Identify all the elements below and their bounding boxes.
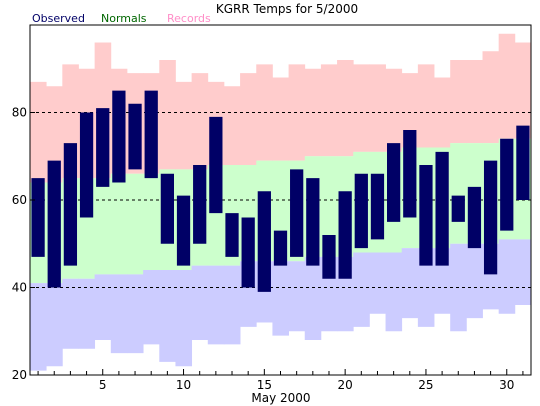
record-high-band	[466, 60, 483, 144]
x-tick-label-5: 5	[99, 378, 107, 392]
normals-band	[143, 173, 160, 270]
chart-title: KGRR Temps for 5/2000	[216, 2, 358, 16]
legend-records: Records	[167, 12, 211, 25]
observed-bar-day-7	[128, 103, 142, 170]
record-low-band	[126, 274, 144, 354]
observed-bar-day-6	[112, 90, 126, 183]
record-high-band	[320, 64, 338, 157]
record-high-band	[223, 86, 241, 165]
x-axis-label: May 2000	[251, 391, 310, 405]
record-low-band	[46, 283, 63, 367]
record-low-band	[223, 265, 241, 345]
record-low-band	[514, 239, 532, 305]
record-high-band	[385, 68, 403, 152]
observed-bar-day-29	[483, 160, 498, 275]
observed-bar-day-18	[306, 178, 320, 266]
record-high-band	[434, 77, 451, 148]
x-tick-label-20: 20	[338, 378, 353, 392]
observed-bar-day-1	[31, 178, 45, 257]
record-high-band	[337, 60, 354, 157]
record-high-band	[369, 64, 386, 152]
y-tick-label-60: 60	[12, 193, 27, 207]
record-high-band	[401, 73, 419, 148]
observed-bar-day-25	[419, 165, 433, 266]
record-low-band	[143, 270, 160, 345]
observed-bar-day-26	[435, 151, 449, 266]
observed-bar-day-14	[241, 217, 255, 288]
record-low-band	[272, 261, 289, 336]
observed-bar-day-5	[96, 108, 110, 187]
observed-bar-day-11	[193, 165, 207, 244]
record-high-band	[272, 77, 289, 161]
normals-band	[450, 143, 467, 244]
normals-band	[94, 178, 112, 275]
record-low-band	[466, 243, 483, 319]
record-high-band	[46, 86, 63, 183]
record-low-band	[78, 278, 96, 349]
observed-bar-day-21	[354, 173, 368, 249]
record-low-band	[385, 252, 403, 332]
record-high-band	[159, 60, 176, 170]
record-low-band	[175, 270, 193, 367]
record-high-band	[191, 73, 209, 170]
observed-bar-day-27	[451, 195, 465, 222]
observed-bar-day-30	[500, 138, 514, 231]
record-high-band	[353, 64, 370, 152]
record-low-band	[401, 248, 419, 319]
record-low-band	[369, 252, 386, 314]
record-high-band	[30, 81, 47, 183]
normals-band	[320, 156, 338, 257]
observed-bar-day-22	[370, 173, 385, 240]
normals-band	[110, 173, 128, 275]
observed-bar-day-15	[257, 191, 271, 292]
legend-normals: Normals	[101, 12, 147, 25]
record-low-band	[62, 278, 79, 349]
record-low-band	[94, 274, 112, 340]
record-high-band	[450, 60, 467, 144]
observed-bar-day-4	[79, 112, 94, 218]
record-low-band	[498, 239, 516, 314]
observed-bar-day-13	[225, 213, 239, 257]
observed-bar-day-8	[144, 90, 158, 179]
record-low-band	[207, 265, 225, 345]
normals-band	[126, 173, 144, 275]
y-tick-label-40: 40	[12, 281, 27, 295]
record-high-band	[417, 64, 435, 148]
record-high-band	[482, 51, 500, 144]
observed-bar-day-19	[322, 235, 336, 279]
record-high-band	[240, 73, 257, 165]
observed-bar-day-3	[63, 143, 78, 266]
record-high-band	[175, 81, 193, 170]
record-low-band	[353, 252, 370, 327]
record-low-band	[288, 261, 306, 332]
observed-bar-day-10	[176, 195, 191, 266]
observed-bar-day-31	[516, 125, 530, 200]
record-high-band	[514, 42, 532, 139]
y-tick-label-20: 20	[12, 368, 27, 382]
observed-bar-day-24	[403, 130, 417, 218]
record-high-band	[498, 33, 516, 139]
record-low-band	[30, 283, 47, 371]
observed-bar-day-17	[290, 169, 304, 257]
x-tick-label-30: 30	[499, 378, 514, 392]
observed-bar-day-12	[209, 116, 223, 214]
observed-bar-day-28	[467, 186, 482, 249]
x-tick-label-15: 15	[257, 378, 272, 392]
x-tick-label-25: 25	[418, 378, 433, 392]
legend-observed: Observed	[32, 12, 85, 25]
observed-bar-day-23	[387, 143, 401, 222]
y-tick-label-80: 80	[12, 106, 27, 120]
plot-area: 20 40 60 80 5 10 15 20 25 30	[12, 24, 532, 392]
record-low-band	[191, 265, 209, 340]
observed-bar-day-16	[273, 230, 288, 266]
record-low-band	[304, 256, 322, 340]
observed-bar-day-2	[47, 160, 61, 288]
x-tick-label-10: 10	[176, 378, 191, 392]
record-low-band	[159, 270, 176, 362]
observed-bar-day-20	[338, 191, 352, 279]
observed-bar-day-9	[160, 173, 174, 244]
record-low-band	[110, 274, 128, 354]
